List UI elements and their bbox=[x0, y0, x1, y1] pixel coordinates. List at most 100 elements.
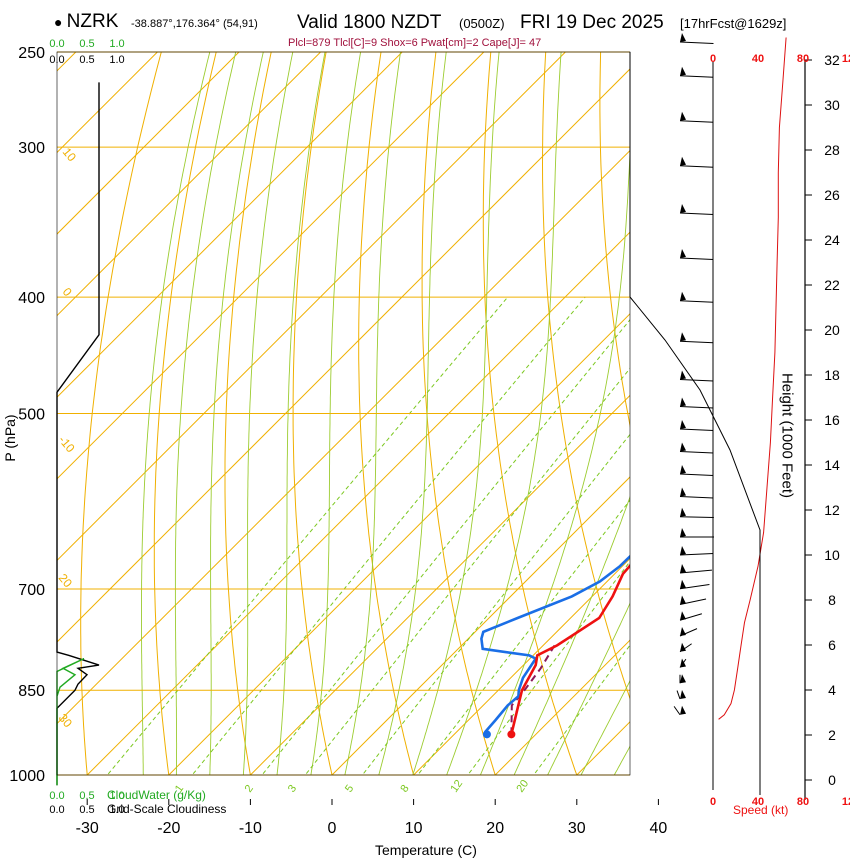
isotherm-line bbox=[494, 639, 630, 775]
wind-barb-flag bbox=[680, 627, 686, 636]
moist-adiabat-line bbox=[174, 52, 237, 775]
wind-barb-shaft bbox=[679, 496, 714, 499]
temperature-tick-label: -10 bbox=[239, 820, 262, 837]
height-tick-label: 0 bbox=[828, 772, 836, 788]
height-tick-label: 28 bbox=[824, 142, 840, 158]
wind-barb-shaft bbox=[679, 340, 714, 344]
height-tick-label: 16 bbox=[824, 412, 840, 428]
cloud-profiles bbox=[56, 82, 100, 786]
moist-adiabat-line bbox=[479, 142, 630, 775]
station-marker: ● NZRK bbox=[54, 11, 118, 33]
moist-adiabat-line bbox=[378, 52, 447, 775]
moist-adiabat-line bbox=[209, 52, 264, 775]
speed-tick-label: 40 bbox=[752, 796, 764, 808]
cloud-scale-label: 1.0 bbox=[109, 38, 124, 50]
moist-adiabat-line bbox=[666, 52, 850, 800]
mixing-ratio-line bbox=[261, 318, 630, 775]
dry-adiabat-line bbox=[656, 31, 835, 801]
mixing-ratio-label: 3 bbox=[286, 783, 299, 795]
moist-adiabat-line bbox=[633, 52, 850, 800]
speed-tick-label: 12 bbox=[842, 53, 850, 65]
wind-barb-shaft bbox=[676, 690, 681, 700]
height-tick-label: 20 bbox=[824, 322, 840, 338]
wind-barb-shaft bbox=[679, 406, 714, 409]
speed-axis-title: Speed (kt) bbox=[733, 803, 789, 817]
pressure-tick-label: 400 bbox=[18, 290, 45, 307]
moist-adiabat-line bbox=[580, 679, 630, 775]
wind-barb-shaft bbox=[679, 569, 712, 574]
moist-adiabat-line bbox=[412, 52, 500, 775]
isotherm-line bbox=[249, 394, 630, 775]
wind-barb-shaft bbox=[673, 706, 681, 716]
isotherm-line bbox=[168, 313, 630, 775]
mixing-ratio-line bbox=[106, 296, 509, 775]
wind-barb-flag bbox=[680, 705, 686, 715]
mixing-ratio-line bbox=[533, 644, 630, 775]
station-coords: -38.887°,176.364° (54,91) bbox=[131, 18, 258, 30]
dry-adiabat-label: 10 bbox=[60, 145, 80, 164]
isotherm-line bbox=[576, 721, 630, 775]
isotherm-line bbox=[57, 52, 403, 398]
wind-barb-flag bbox=[680, 690, 686, 699]
stability-indices: Plcl=879 Tlcl[C]=9 Shox=6 Pwat[cm]=2 Cap… bbox=[288, 37, 542, 49]
temperature-tick-label: 10 bbox=[405, 820, 423, 837]
wind-barbs bbox=[673, 33, 714, 716]
utc-time: (0500Z) bbox=[459, 16, 505, 31]
mixing-ratio-label: 20 bbox=[514, 778, 531, 795]
cloud-scale-label: 0.0 bbox=[49, 804, 64, 816]
station-id: NZRK bbox=[66, 11, 119, 32]
wind-barb-flag bbox=[680, 33, 686, 42]
height-tick-label: 12 bbox=[824, 502, 840, 518]
wind-barb-flag bbox=[680, 111, 686, 121]
dry-adiabat-line bbox=[421, 52, 496, 775]
pressure-tick-label: 500 bbox=[18, 407, 45, 424]
height-tick-label: 22 bbox=[824, 277, 840, 293]
mixing-ratio-label: 1 bbox=[173, 783, 186, 795]
temperature-tick-label: 20 bbox=[486, 820, 504, 837]
wind-barb-flag bbox=[680, 420, 686, 429]
pressure-tick-label: 700 bbox=[18, 582, 45, 599]
wind-barb-flag bbox=[680, 487, 686, 497]
moist-adiabat-line bbox=[141, 52, 211, 775]
height-tick-label: 2 bbox=[828, 727, 836, 743]
surface-temperature-marker bbox=[507, 730, 516, 739]
isobar-lines bbox=[57, 51, 630, 776]
dry-adiabats bbox=[80, 31, 835, 801]
cloud-scale-label: 0.0 bbox=[49, 38, 64, 50]
wind-barb-flag bbox=[680, 332, 686, 342]
moist-adiabat-line bbox=[276, 52, 326, 775]
wind-speed-profile-line bbox=[718, 37, 787, 720]
wind-barb-flag bbox=[680, 658, 686, 668]
height-tick-label: 32 bbox=[824, 52, 840, 68]
wind-barb-flag bbox=[680, 611, 686, 621]
wind-barb-flag bbox=[680, 642, 686, 652]
wind-barb-flag bbox=[680, 579, 686, 589]
dry-adiabat-line bbox=[292, 52, 333, 775]
speed-tick-label: 12 bbox=[842, 796, 850, 808]
moist-adiabat-line bbox=[344, 52, 401, 775]
side-panel: 0246810121416182022242628303204080120408… bbox=[629, 37, 850, 808]
dry-adiabat-line bbox=[224, 52, 272, 775]
mixing-ratio-line bbox=[191, 296, 586, 775]
isotherm-lines bbox=[57, 52, 630, 775]
isotherm-line bbox=[57, 68, 630, 643]
mixing-ratio-line bbox=[361, 433, 630, 775]
mixing-ratio-label: 12 bbox=[448, 778, 465, 795]
speed-tick-label: 80 bbox=[797, 796, 809, 808]
mixing-ratio-label: 8 bbox=[398, 783, 411, 795]
dry-adiabat-line bbox=[599, 52, 630, 428]
height-tick-label: 24 bbox=[824, 232, 840, 248]
wind-barb-shaft bbox=[679, 165, 714, 168]
dry-adiabat-label: -10 bbox=[56, 433, 78, 456]
wind-barb-flag bbox=[680, 156, 686, 166]
pressure-tick-label: 250 bbox=[18, 45, 45, 62]
valid-time: Valid 1800 NZDT bbox=[297, 12, 442, 33]
surface-dewpoint-marker bbox=[482, 730, 491, 739]
isotherm-line bbox=[57, 52, 321, 317]
wind-barb-shaft bbox=[679, 451, 714, 454]
y-axis-title: P (hPa) bbox=[2, 414, 18, 462]
pressure-tick-label: 850 bbox=[18, 683, 45, 700]
wind-barb-flag bbox=[680, 465, 686, 474]
dry-adiabat-line bbox=[482, 52, 578, 775]
